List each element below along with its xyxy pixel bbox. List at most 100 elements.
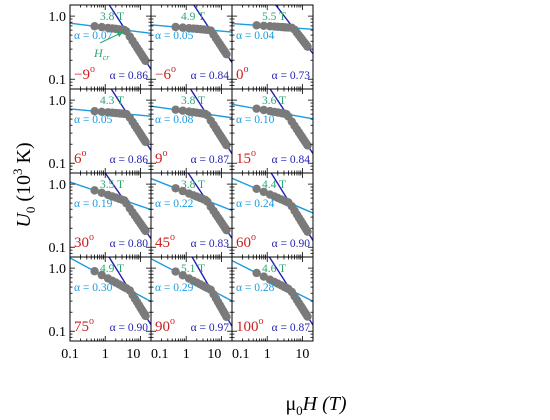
data-point bbox=[171, 267, 180, 276]
data-point bbox=[252, 21, 261, 30]
angle-label: 15o bbox=[236, 148, 256, 167]
panel-ticks bbox=[231, 89, 314, 174]
y-tick-label: 1.0 bbox=[49, 94, 67, 109]
hcr-field-label: 3.8 T bbox=[181, 179, 205, 191]
angle-degree-sup: o bbox=[90, 64, 95, 75]
panel-ticks bbox=[150, 257, 233, 342]
data-point bbox=[171, 105, 180, 114]
angle-label: 90o bbox=[155, 316, 175, 335]
panel-1: 4.9 T α = 0.05 α = 0.84 −6o bbox=[150, 4, 233, 90]
y-label-unit: K) bbox=[13, 142, 35, 168]
x-tick-label: 1 bbox=[183, 347, 190, 362]
x-tick-label: 10 bbox=[126, 347, 140, 362]
data-point bbox=[252, 184, 261, 194]
angle-label: 75o bbox=[74, 316, 94, 335]
panel-8: 4.4 T α = 0.24 α = 0.90 60o bbox=[231, 172, 314, 258]
angle-degree-sup: o bbox=[89, 316, 94, 327]
y-label-rest: (10 bbox=[13, 175, 35, 207]
panel-plot-area bbox=[151, 173, 232, 239]
data-point bbox=[141, 311, 150, 321]
hcr-field-label: 3.6 T bbox=[262, 95, 286, 107]
alpha-low-label: α = 0.08 bbox=[155, 114, 194, 126]
data-point bbox=[90, 186, 99, 195]
panel-ticks bbox=[231, 257, 314, 342]
panel-plot-area bbox=[232, 5, 313, 55]
hcr-annotation: Hcr bbox=[93, 46, 110, 62]
data-point bbox=[141, 137, 150, 147]
panel-0: 3.8 T α = 0.07 α = 0.86 −9o Hcr 0.1 1.0 bbox=[49, 4, 152, 90]
alpha-high-label: α = 0.87 bbox=[272, 322, 311, 334]
alpha-high-label: α = 0.84 bbox=[191, 70, 230, 82]
alpha-low-label: α = 0.29 bbox=[155, 282, 194, 294]
data-point bbox=[303, 42, 312, 51]
panel-plot-area bbox=[232, 257, 313, 326]
angle-degree-sup: o bbox=[171, 64, 176, 75]
angle-degree-sup: o bbox=[259, 316, 264, 327]
panel-2: 5.5 T α = 0.04 α = 0.73 0o bbox=[231, 4, 314, 90]
alpha-low-label: α = 0.28 bbox=[236, 282, 275, 294]
hcr-field-label: 4.9 T bbox=[100, 263, 124, 275]
hcr-field-label: 4.6 T bbox=[262, 263, 286, 275]
hcr-field-label: 4.9 T bbox=[181, 11, 205, 23]
alpha-low-label: α = 0.07 bbox=[74, 30, 113, 42]
x-tick-label: 10 bbox=[207, 347, 221, 362]
alpha-high-label: α = 0.83 bbox=[191, 238, 230, 250]
angle-degree-sup: o bbox=[244, 64, 249, 75]
data-point bbox=[259, 105, 268, 115]
angle-degree-sup: o bbox=[251, 148, 256, 159]
angle-label: 45o bbox=[155, 232, 175, 251]
x-tick-label: 1 bbox=[102, 347, 109, 362]
alpha-low-label: α = 0.05 bbox=[155, 30, 194, 42]
alpha-high-label: α = 0.86 bbox=[110, 154, 149, 166]
panel-plot-area bbox=[70, 257, 151, 326]
y-label-sub: 0 bbox=[23, 207, 38, 214]
hcr-arrow bbox=[99, 31, 124, 44]
x-tick-label: 0.1 bbox=[232, 347, 250, 362]
panel-plot-area bbox=[70, 173, 151, 240]
alpha-high-label: α = 0.87 bbox=[191, 154, 230, 166]
data-point bbox=[171, 184, 180, 193]
panel-plot-area bbox=[232, 173, 313, 241]
panel-5: 3.6 T α = 0.10 α = 0.84 15o bbox=[231, 88, 314, 174]
hcr-field-label: 3.5 T bbox=[100, 179, 124, 191]
hcr-field-label: 3.8 T bbox=[181, 95, 205, 107]
x-label-sub: 0 bbox=[296, 403, 303, 418]
angle-degree-sup: o bbox=[82, 148, 87, 159]
alpha-low-label: α = 0.24 bbox=[236, 198, 275, 210]
x-tick-label: 10 bbox=[295, 347, 309, 362]
alpha-high-label: α = 0.86 bbox=[110, 70, 149, 82]
hcr-field-label: 4.4 T bbox=[262, 179, 286, 191]
panel-frame bbox=[231, 256, 314, 342]
panel-3: 4.3 T α = 0.05 α = 0.86 6o 0.1 1.0 bbox=[49, 88, 152, 174]
data-point bbox=[303, 227, 312, 236]
data-point bbox=[222, 225, 231, 235]
y-tick-label: 1.0 bbox=[49, 10, 67, 25]
data-point bbox=[222, 50, 231, 59]
data-point bbox=[171, 22, 180, 32]
alpha-high-label: α = 0.90 bbox=[110, 322, 149, 334]
data-point bbox=[178, 271, 187, 280]
alpha-high-label: α = 0.73 bbox=[272, 70, 311, 82]
alpha-low-label: α = 0.05 bbox=[74, 114, 113, 126]
data-point bbox=[97, 22, 106, 32]
data-point bbox=[90, 106, 99, 116]
x-tick-label: 0.1 bbox=[151, 347, 169, 362]
data-point bbox=[303, 141, 312, 150]
x-label-main: μ bbox=[285, 393, 296, 415]
panel-plot-area bbox=[70, 89, 151, 151]
alpha-low-label: α = 0.19 bbox=[74, 198, 113, 210]
panel-11: 4.6 T α = 0.28 α = 0.87 100o 0.1 1 10 bbox=[231, 256, 314, 362]
x-tick-label: 0.1 bbox=[61, 347, 79, 362]
angle-label: 6o bbox=[74, 148, 87, 167]
panel-plot-area bbox=[151, 89, 232, 155]
hcr-field-label: 5.1 T bbox=[181, 263, 205, 275]
alpha-low-label: α = 0.04 bbox=[236, 30, 275, 42]
angle-degree-sup: o bbox=[170, 316, 175, 327]
panel-10: 5.1 T α = 0.29 α = 0.97 90o 0.1 1 10 bbox=[150, 256, 233, 362]
data-point bbox=[252, 104, 261, 113]
data-point bbox=[90, 22, 99, 31]
angle-label: 9o bbox=[155, 148, 168, 167]
y-tick-label: 0.1 bbox=[49, 325, 67, 340]
panel-plot-area bbox=[232, 89, 313, 154]
